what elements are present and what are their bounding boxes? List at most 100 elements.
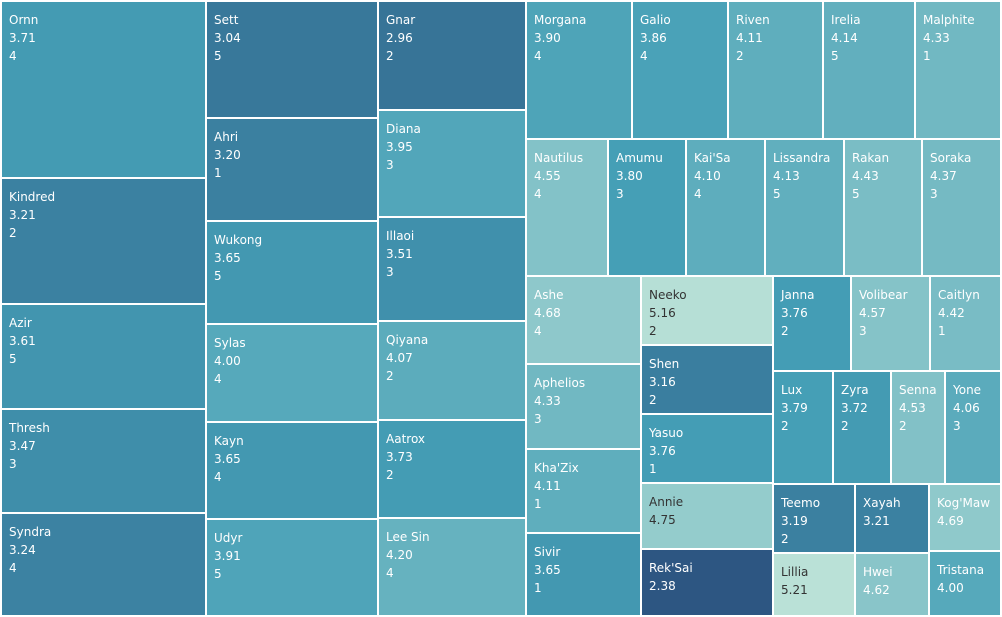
tile-label: Zyra [841, 383, 869, 397]
tile-neeko[interactable]: Neeko 5.16 2 [641, 276, 773, 345]
tile-thresh[interactable]: Thresh 3.47 3 [1, 409, 206, 513]
tile-value: 4.33 [534, 394, 561, 408]
tile-level: 4 [534, 187, 542, 201]
tile-amumu[interactable]: Amumu 3.80 3 [608, 139, 686, 276]
tile-irelia[interactable]: Irelia 4.14 5 [823, 1, 915, 139]
tile-soraka[interactable]: Soraka 4.37 3 [922, 139, 1001, 276]
tile-sivir[interactable]: Sivir 3.65 1 [526, 533, 641, 616]
tile-value: 4.57 [859, 306, 886, 320]
tile-shen[interactable]: Shen 3.16 2 [641, 345, 773, 414]
tile-kha-zix[interactable]: Kha'Zix 4.11 1 [526, 449, 641, 533]
tile-lillia[interactable]: Lillia 5.21 [773, 553, 855, 616]
tile-ahri[interactable]: Ahri 3.20 1 [206, 118, 378, 221]
tile-value: 3.24 [9, 543, 36, 557]
tile-value: 4.06 [953, 401, 980, 415]
tile-volibear[interactable]: Volibear 4.57 3 [851, 276, 930, 371]
tile-value: 3.80 [616, 169, 643, 183]
tile-caitlyn[interactable]: Caitlyn 4.42 1 [930, 276, 1001, 371]
tile-qiyana[interactable]: Qiyana 4.07 2 [378, 321, 526, 420]
tile-value: 3.65 [534, 563, 561, 577]
tile-illaoi[interactable]: Illaoi 3.51 3 [378, 217, 526, 321]
tile-kindred[interactable]: Kindred 3.21 2 [1, 178, 206, 304]
tile-level: 2 [649, 393, 657, 407]
tile-label: Malphite [923, 13, 975, 27]
tile-level: 3 [953, 419, 961, 433]
tile-rakan[interactable]: Rakan 4.43 5 [844, 139, 922, 276]
tile-level: 4 [214, 372, 222, 386]
tile-diana[interactable]: Diana 3.95 3 [378, 110, 526, 217]
tile-label: Tristana [937, 563, 985, 577]
tile-level: 5 [852, 187, 860, 201]
tile-aphelios[interactable]: Aphelios 4.33 3 [526, 364, 641, 449]
tile-level: 5 [773, 187, 781, 201]
tile-label: Thresh [9, 421, 50, 435]
tile-level: 4 [9, 49, 17, 63]
tile-label: Shen [649, 357, 680, 371]
tile-ornn[interactable]: Ornn 3.71 4 [1, 1, 206, 178]
tile-morgana[interactable]: Morgana 3.90 4 [526, 1, 632, 139]
tile-hwei[interactable]: Hwei 4.62 [855, 553, 929, 616]
tile-level: 4 [9, 561, 17, 575]
tile-azir[interactable]: Azir 3.61 5 [1, 304, 206, 409]
tile-level: 2 [386, 468, 394, 482]
tile-value: 3.86 [640, 31, 667, 45]
tile-label: Annie [649, 495, 684, 509]
tile-nautilus[interactable]: Nautilus 4.55 4 [526, 139, 608, 276]
tile-value: 3.90 [534, 31, 561, 45]
tile-value: 3.65 [214, 452, 241, 466]
tile-tristana[interactable]: Tristana 4.00 [929, 551, 1001, 616]
tile-value: 3.21 [863, 514, 890, 528]
tile-label: Rakan [852, 151, 890, 165]
tile-riven[interactable]: Riven 4.11 2 [728, 1, 823, 139]
tile-lux[interactable]: Lux 3.79 2 [773, 371, 833, 484]
tile-kayn[interactable]: Kayn 3.65 4 [206, 422, 378, 519]
tile-label: Teemo [781, 496, 821, 510]
tile-aatrox[interactable]: Aatrox 3.73 2 [378, 420, 526, 518]
tile-annie[interactable]: Annie 4.75 [641, 483, 773, 549]
tile-value: 2.96 [386, 31, 413, 45]
tile-ashe[interactable]: Ashe 4.68 4 [526, 276, 641, 364]
tile-level: 1 [923, 49, 931, 63]
tile-label: Riven [736, 13, 770, 27]
tile-syndra[interactable]: Syndra 3.24 4 [1, 513, 206, 616]
tile-label: Sivir [534, 545, 561, 559]
tile-level: 2 [899, 419, 907, 433]
tile-label: Senna [899, 383, 937, 397]
tile-value: 4.00 [937, 581, 964, 595]
tile-value: 3.71 [9, 31, 36, 45]
tile-udyr[interactable]: Udyr 3.91 5 [206, 519, 378, 616]
tile-senna[interactable]: Senna 4.53 2 [891, 371, 945, 484]
tile-rek-sai[interactable]: Rek'Sai 2.38 [641, 549, 773, 616]
tile-galio[interactable]: Galio 3.86 4 [632, 1, 728, 139]
tile-label: Lissandra [773, 151, 831, 165]
tile-zyra[interactable]: Zyra 3.72 2 [833, 371, 891, 484]
tile-level: 2 [781, 532, 789, 546]
tile-value: 4.14 [831, 31, 858, 45]
tile-label: Ornn [9, 13, 39, 27]
tile-malphite[interactable]: Malphite 4.33 1 [915, 1, 1001, 139]
tile-value: 4.10 [694, 169, 721, 183]
tile-sett[interactable]: Sett 3.04 5 [206, 1, 378, 118]
tile-xayah[interactable]: Xayah 3.21 [855, 484, 929, 553]
tile-sylas[interactable]: Sylas 4.00 4 [206, 324, 378, 422]
tile-lee-sin[interactable]: Lee Sin 4.20 4 [378, 518, 526, 616]
tile-gnar[interactable]: Gnar 2.96 2 [378, 1, 526, 110]
tile-teemo[interactable]: Teemo 3.19 2 [773, 484, 855, 553]
tile-level: 5 [9, 352, 17, 366]
tile-kai-sa[interactable]: Kai'Sa 4.10 4 [686, 139, 765, 276]
tile-label: Amumu [616, 151, 663, 165]
tile-yone[interactable]: Yone 4.06 3 [945, 371, 1001, 484]
tile-level: 3 [616, 187, 624, 201]
tile-value: 4.53 [899, 401, 926, 415]
tile-kog-maw[interactable]: Kog'Maw 4.69 [929, 484, 1001, 551]
tile-value: 4.42 [938, 306, 965, 320]
tile-wukong[interactable]: Wukong 3.65 5 [206, 221, 378, 324]
tile-yasuo[interactable]: Yasuo 3.76 1 [641, 414, 773, 483]
tile-level: 5 [214, 49, 222, 63]
tile-label: Qiyana [386, 333, 429, 347]
tile-value: 5.16 [649, 306, 676, 320]
tile-lissandra[interactable]: Lissandra 4.13 5 [765, 139, 844, 276]
tile-janna[interactable]: Janna 3.76 2 [773, 276, 851, 371]
tile-label: Udyr [214, 531, 243, 545]
